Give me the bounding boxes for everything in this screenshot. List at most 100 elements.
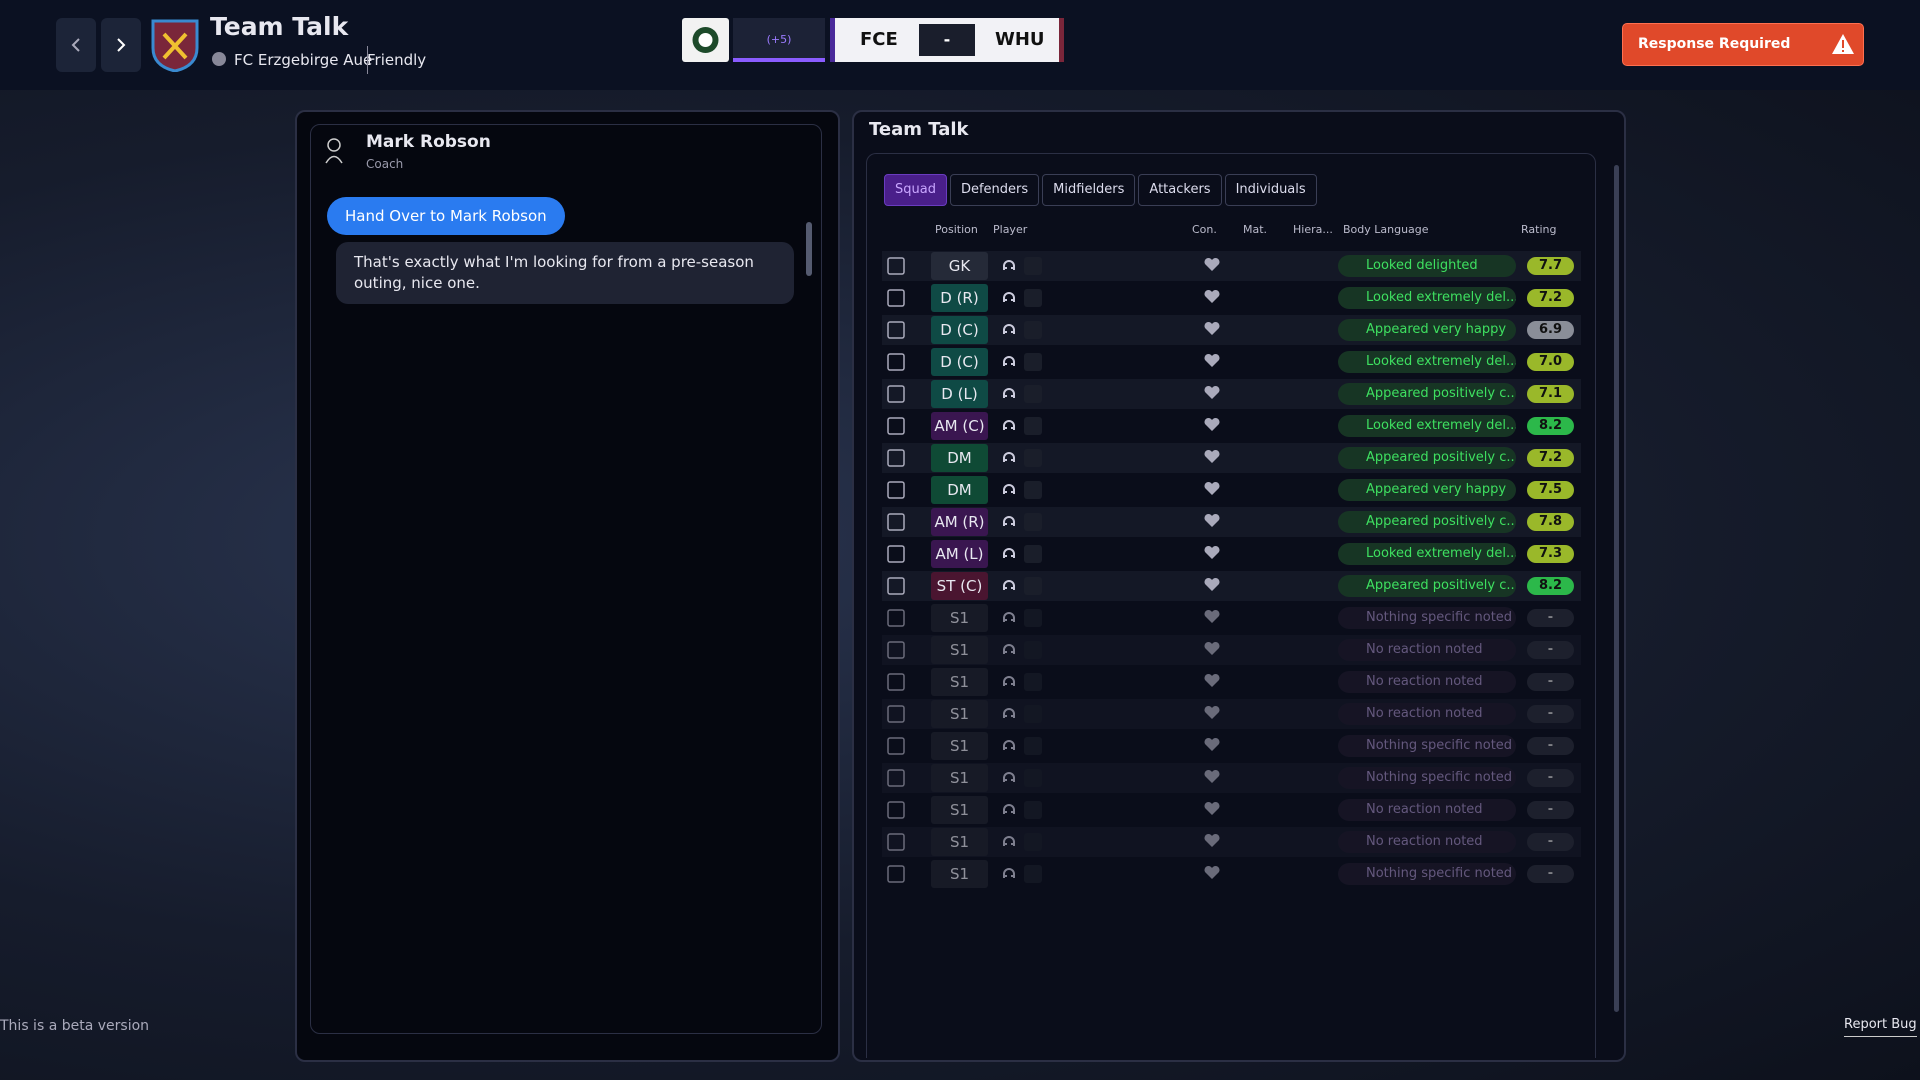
body-language: No reaction noted — [1338, 671, 1516, 693]
checkbox[interactable] — [887, 833, 905, 851]
col-header: Body Language — [1343, 223, 1429, 236]
table-row[interactable]: D (L) Appeared positively c... 7.1 — [882, 379, 1581, 409]
checkbox[interactable] — [887, 737, 905, 755]
table-row[interactable]: D (C) Looked extremely del... 7.0 — [882, 347, 1581, 377]
table-row[interactable]: S1 No reaction noted - — [882, 827, 1581, 857]
player-slot — [1024, 289, 1042, 307]
table-row[interactable]: S1 No reaction noted - — [882, 635, 1581, 665]
body-language: No reaction noted — [1338, 639, 1516, 661]
checkbox[interactable] — [887, 577, 905, 595]
chat-message: That's exactly what I'm looking for from… — [336, 242, 794, 304]
condition-heart — [1204, 513, 1220, 527]
body-language: Looked extremely del... — [1338, 287, 1516, 309]
player-slot — [1024, 865, 1042, 883]
player-slot — [1024, 609, 1042, 627]
rating: 7.8 — [1527, 513, 1574, 531]
checkbox[interactable] — [887, 353, 905, 371]
body-language: Appeared very happy — [1338, 479, 1516, 501]
body-language: No reaction noted — [1338, 703, 1516, 725]
checkbox[interactable] — [887, 673, 905, 691]
body-language: Nothing specific noted — [1338, 863, 1516, 885]
table-row[interactable]: GK Looked delighted 7.7 — [882, 251, 1581, 281]
warning-icon — [1832, 34, 1854, 54]
player-icon — [1003, 420, 1015, 430]
report-bug-link[interactable]: Report Bug — [1844, 1017, 1917, 1037]
checkbox[interactable] — [887, 801, 905, 819]
tab[interactable]: Individuals — [1224, 174, 1317, 206]
player-icon — [1003, 388, 1015, 398]
checkbox[interactable] — [887, 609, 905, 627]
checkbox[interactable] — [887, 385, 905, 403]
position-badge: S1 — [931, 636, 988, 664]
position-badge: S1 — [931, 732, 988, 760]
checkbox[interactable] — [887, 449, 905, 467]
position-badge: D (L) — [931, 380, 988, 408]
chat-scrollbar — [806, 222, 812, 276]
body-language: Looked extremely del... — [1338, 543, 1516, 565]
player-slot — [1024, 833, 1042, 851]
club-crest — [151, 19, 199, 72]
table-row[interactable]: D (C) Appeared very happy 6.9 — [882, 315, 1581, 345]
checkbox[interactable] — [887, 769, 905, 787]
checkbox[interactable] — [887, 545, 905, 563]
handover-button[interactable]: Hand Over to Mark Robson — [327, 197, 565, 235]
checkbox[interactable] — [887, 641, 905, 659]
col-header: Player — [993, 223, 1028, 236]
back-button[interactable] — [56, 18, 96, 72]
table-row[interactable]: S1 Nothing specific noted - — [882, 603, 1581, 633]
rating: - — [1527, 641, 1574, 659]
player-slot — [1024, 449, 1042, 467]
club-badge — [212, 52, 226, 66]
response-required-button[interactable]: Response Required — [1622, 23, 1864, 66]
body-language: Appeared very happy — [1338, 319, 1516, 341]
player-icon — [1003, 484, 1015, 494]
player-icon — [1003, 612, 1015, 622]
table-row[interactable]: S1 Nothing specific noted - — [882, 859, 1581, 889]
condition-heart — [1204, 417, 1220, 431]
player-slot — [1024, 577, 1042, 595]
coach-icon — [325, 138, 343, 164]
rating: 7.2 — [1527, 289, 1574, 307]
condition-heart — [1204, 353, 1220, 367]
table-row[interactable]: DM Appeared positively c... 7.2 — [882, 443, 1581, 473]
table-row[interactable]: S1 No reaction noted - — [882, 699, 1581, 729]
tab[interactable]: Midfielders — [1042, 174, 1136, 206]
table-row[interactable]: DM Appeared very happy 7.5 — [882, 475, 1581, 505]
checkbox[interactable] — [887, 865, 905, 883]
tab[interactable]: Squad — [884, 174, 947, 206]
table-row[interactable]: D (R) Looked extremely del... 7.2 — [882, 283, 1581, 313]
player-icon — [1003, 516, 1015, 526]
player-slot — [1024, 321, 1042, 339]
tab[interactable]: Defenders — [949, 174, 1040, 206]
table-row[interactable]: AM (C) Looked extremely del... 8.2 — [882, 411, 1581, 441]
condition-heart — [1204, 577, 1220, 591]
table-row[interactable]: AM (R) Appeared positively c... 7.8 — [882, 507, 1581, 537]
club-name: FC Erzgebirge Aue — [234, 51, 373, 69]
checkbox[interactable] — [887, 705, 905, 723]
rating: 6.9 — [1527, 321, 1574, 339]
checkbox[interactable] — [887, 513, 905, 531]
rating: - — [1527, 609, 1574, 627]
rating: - — [1527, 737, 1574, 755]
forward-button[interactable] — [101, 18, 141, 72]
rating: - — [1527, 801, 1574, 819]
table-row[interactable]: S1 No reaction noted - — [882, 795, 1581, 825]
table-row[interactable]: S1 Nothing specific noted - — [882, 731, 1581, 761]
player-icon — [1003, 644, 1015, 654]
player-icon — [1003, 292, 1015, 302]
table-row[interactable]: ST (C) Appeared positively c... 8.2 — [882, 571, 1581, 601]
table-row[interactable]: S1 No reaction noted - — [882, 667, 1581, 697]
rating: - — [1527, 673, 1574, 691]
checkbox[interactable] — [887, 481, 905, 499]
checkbox[interactable] — [887, 321, 905, 339]
checkbox[interactable] — [887, 417, 905, 435]
tab[interactable]: Attackers — [1138, 174, 1222, 206]
table-row[interactable]: S1 Nothing specific noted - — [882, 763, 1581, 793]
body-language: No reaction noted — [1338, 831, 1516, 853]
checkbox[interactable] — [887, 257, 905, 275]
table-row[interactable]: AM (L) Looked extremely del... 7.3 — [882, 539, 1581, 569]
checkbox[interactable] — [887, 289, 905, 307]
player-slot — [1024, 641, 1042, 659]
body-language: Nothing specific noted — [1338, 607, 1516, 629]
condition-heart — [1204, 769, 1220, 783]
